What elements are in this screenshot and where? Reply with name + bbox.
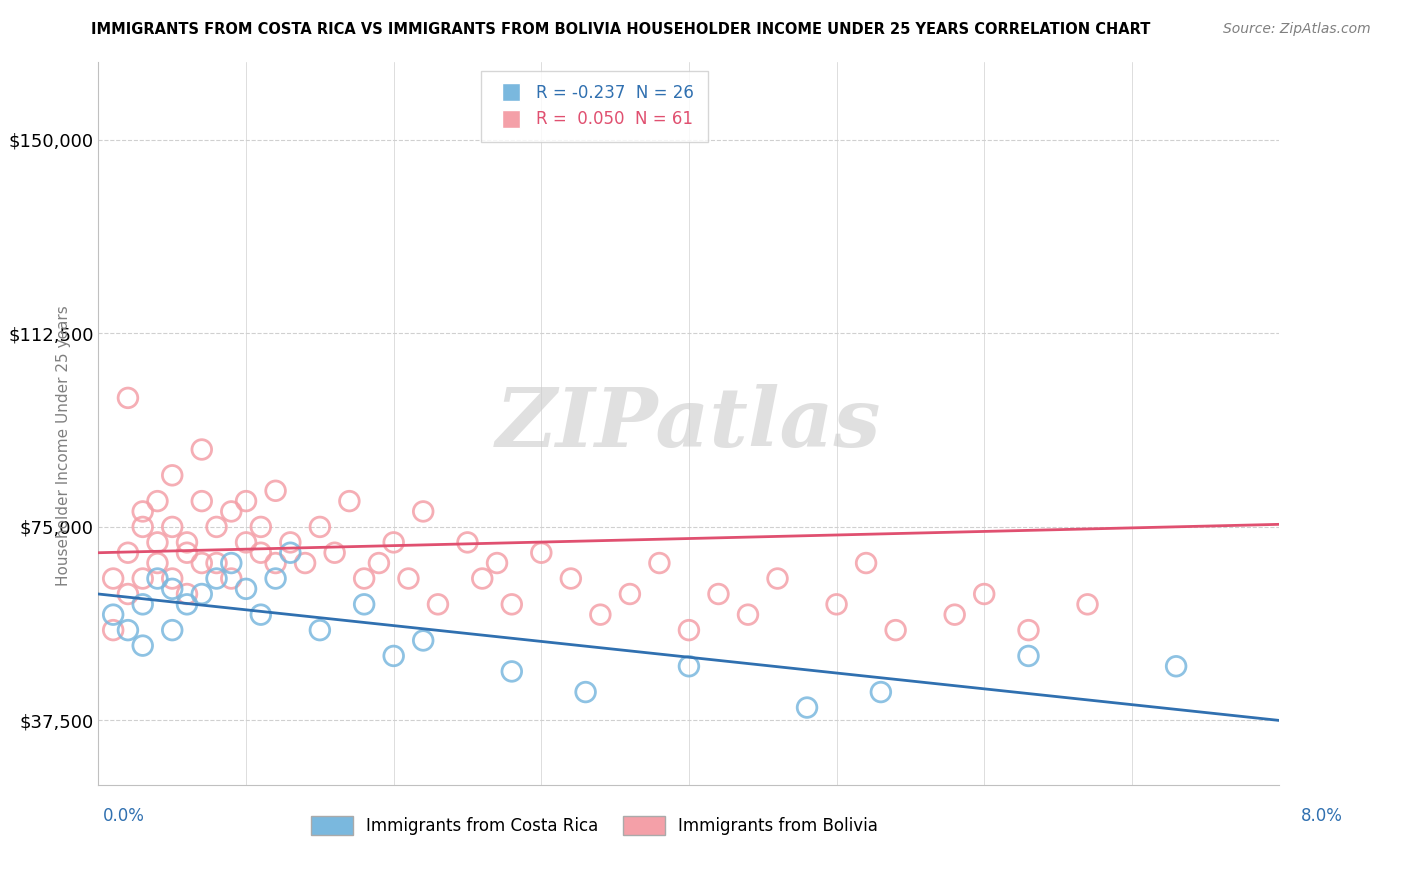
Point bbox=[501, 665, 523, 679]
Point bbox=[191, 494, 214, 508]
Point bbox=[309, 623, 332, 637]
Point bbox=[221, 504, 243, 518]
Point bbox=[382, 648, 405, 663]
Point bbox=[825, 598, 848, 612]
Point bbox=[176, 587, 198, 601]
Point bbox=[501, 598, 523, 612]
Point bbox=[103, 607, 125, 622]
Point bbox=[191, 587, 214, 601]
Point bbox=[132, 572, 155, 586]
Point bbox=[146, 556, 169, 570]
Point bbox=[678, 659, 700, 673]
Point bbox=[264, 556, 287, 570]
Point bbox=[1166, 659, 1188, 673]
Point bbox=[117, 623, 139, 637]
Point bbox=[1018, 623, 1040, 637]
Point bbox=[648, 556, 671, 570]
Point bbox=[132, 504, 155, 518]
Text: 8.0%: 8.0% bbox=[1301, 807, 1343, 825]
Point bbox=[560, 572, 582, 586]
Point bbox=[280, 546, 302, 560]
Point bbox=[117, 546, 139, 560]
Text: 0.0%: 0.0% bbox=[103, 807, 145, 825]
Point bbox=[1077, 598, 1099, 612]
Point bbox=[471, 572, 494, 586]
Point bbox=[132, 639, 155, 653]
Text: Householder Income Under 25 years: Householder Income Under 25 years bbox=[56, 306, 70, 586]
Point bbox=[103, 572, 125, 586]
Point bbox=[176, 535, 198, 549]
Point bbox=[280, 535, 302, 549]
Point bbox=[457, 535, 479, 549]
Point bbox=[221, 572, 243, 586]
Point bbox=[382, 535, 405, 549]
Point bbox=[250, 546, 273, 560]
Point bbox=[162, 582, 183, 596]
Point bbox=[162, 623, 183, 637]
Point bbox=[235, 535, 257, 549]
Point bbox=[205, 572, 228, 586]
Point bbox=[412, 633, 434, 648]
Point bbox=[191, 556, 214, 570]
Point bbox=[117, 587, 139, 601]
Point bbox=[943, 607, 966, 622]
Point bbox=[707, 587, 730, 601]
Point bbox=[486, 556, 509, 570]
Point bbox=[250, 520, 273, 534]
Point bbox=[264, 483, 287, 498]
Point bbox=[339, 494, 361, 508]
Point bbox=[162, 468, 183, 483]
Point bbox=[191, 442, 214, 457]
Point bbox=[427, 598, 450, 612]
Point bbox=[870, 685, 893, 699]
Point bbox=[368, 556, 391, 570]
Legend: Immigrants from Costa Rica, Immigrants from Bolivia: Immigrants from Costa Rica, Immigrants f… bbox=[304, 809, 884, 842]
Point bbox=[146, 572, 169, 586]
Point bbox=[309, 520, 332, 534]
Point bbox=[117, 391, 139, 405]
Text: IMMIGRANTS FROM COSTA RICA VS IMMIGRANTS FROM BOLIVIA HOUSEHOLDER INCOME UNDER 2: IMMIGRANTS FROM COSTA RICA VS IMMIGRANTS… bbox=[91, 22, 1150, 37]
Point bbox=[132, 520, 155, 534]
Text: ZIPatlas: ZIPatlas bbox=[496, 384, 882, 464]
Point bbox=[146, 535, 169, 549]
Point bbox=[353, 598, 375, 612]
Point bbox=[575, 685, 598, 699]
Point bbox=[766, 572, 789, 586]
Point bbox=[1018, 648, 1040, 663]
Point bbox=[973, 587, 995, 601]
Point bbox=[250, 607, 273, 622]
Text: Source: ZipAtlas.com: Source: ZipAtlas.com bbox=[1223, 22, 1371, 37]
Point bbox=[205, 520, 228, 534]
Point bbox=[264, 572, 287, 586]
Point bbox=[855, 556, 877, 570]
Point bbox=[619, 587, 641, 601]
Point bbox=[530, 546, 553, 560]
Point bbox=[221, 556, 243, 570]
Point bbox=[235, 582, 257, 596]
Point bbox=[353, 572, 375, 586]
Point bbox=[162, 520, 183, 534]
Point bbox=[796, 700, 818, 714]
Point bbox=[205, 556, 228, 570]
Point bbox=[176, 598, 198, 612]
Point bbox=[103, 623, 125, 637]
Point bbox=[146, 494, 169, 508]
Point bbox=[176, 546, 198, 560]
Point bbox=[132, 598, 155, 612]
Point bbox=[678, 623, 700, 637]
Point bbox=[589, 607, 612, 622]
Point bbox=[162, 572, 183, 586]
Point bbox=[398, 572, 420, 586]
Point bbox=[235, 494, 257, 508]
Point bbox=[323, 546, 346, 560]
Point bbox=[294, 556, 316, 570]
Point bbox=[412, 504, 434, 518]
Point bbox=[737, 607, 759, 622]
Point bbox=[884, 623, 907, 637]
